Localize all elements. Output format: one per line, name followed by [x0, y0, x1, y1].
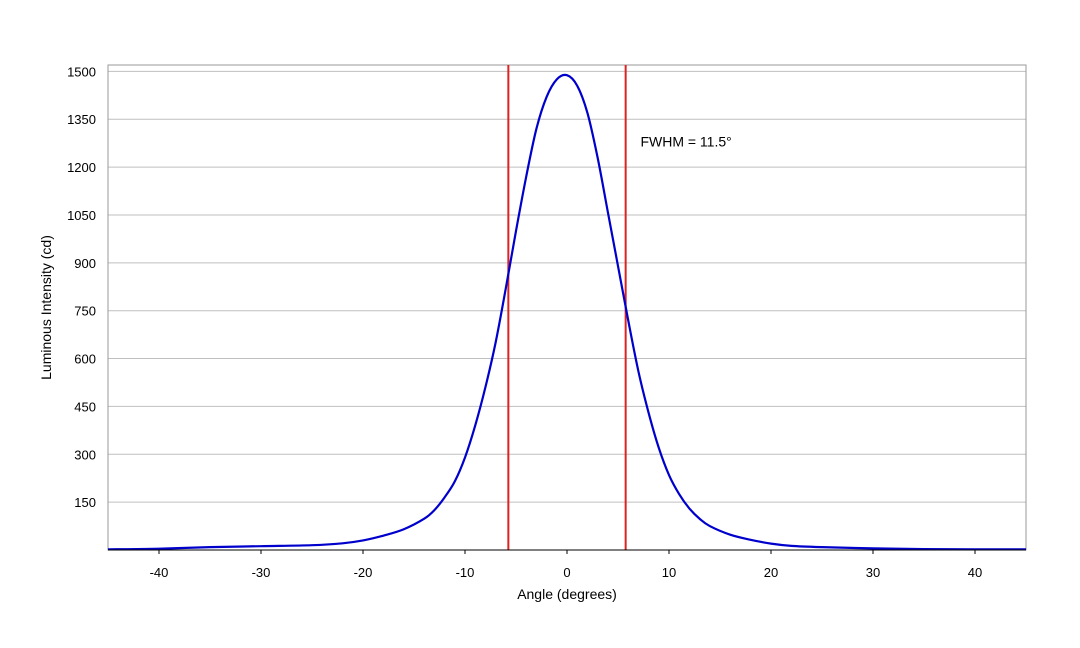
y-axis-title: Luminous Intensity (cd) [38, 235, 54, 380]
data-series [107, 73, 1027, 551]
y-tick-label: 1200 [67, 160, 96, 175]
y-tick-label: 900 [74, 256, 96, 271]
x-tick-label: 0 [563, 565, 570, 580]
x-tick-label: -20 [354, 565, 373, 580]
y-tick-label: 300 [74, 447, 96, 462]
y-tick-label: 1500 [67, 64, 96, 79]
x-tick-label: -10 [456, 565, 475, 580]
x-tick-label: 10 [662, 565, 676, 580]
x-tick-label: 40 [968, 565, 982, 580]
y-tick-label: 1350 [67, 112, 96, 127]
fwhm-annotation: FWHM = 11.5° [640, 133, 731, 149]
x-tick-label: -40 [150, 565, 169, 580]
x-axis-title: Angle (degrees) [517, 586, 617, 602]
fwhm-markers [507, 65, 627, 550]
x-tick-label: -30 [252, 565, 271, 580]
plot-area-border [107, 64, 1027, 551]
x-tick-label: 30 [866, 565, 880, 580]
grid-lines [108, 70, 1026, 503]
intensity-curve [107, 73, 1027, 551]
y-tick-label: 600 [74, 352, 96, 367]
y-tick-label: 1050 [67, 208, 96, 223]
y-axis-ticks: 150 300 450 600 750 900 1050 1200 1350 1500 [67, 64, 96, 510]
annotations: FWHM = 11.5° [640, 133, 731, 149]
x-axis-ticks: -40 -30 -20 -10 0 10 20 30 40 [150, 550, 982, 580]
y-tick-label: 150 [74, 495, 96, 510]
y-tick-label: 750 [74, 304, 96, 319]
x-tick-label: 20 [764, 565, 778, 580]
y-tick-label: 450 [74, 399, 96, 414]
